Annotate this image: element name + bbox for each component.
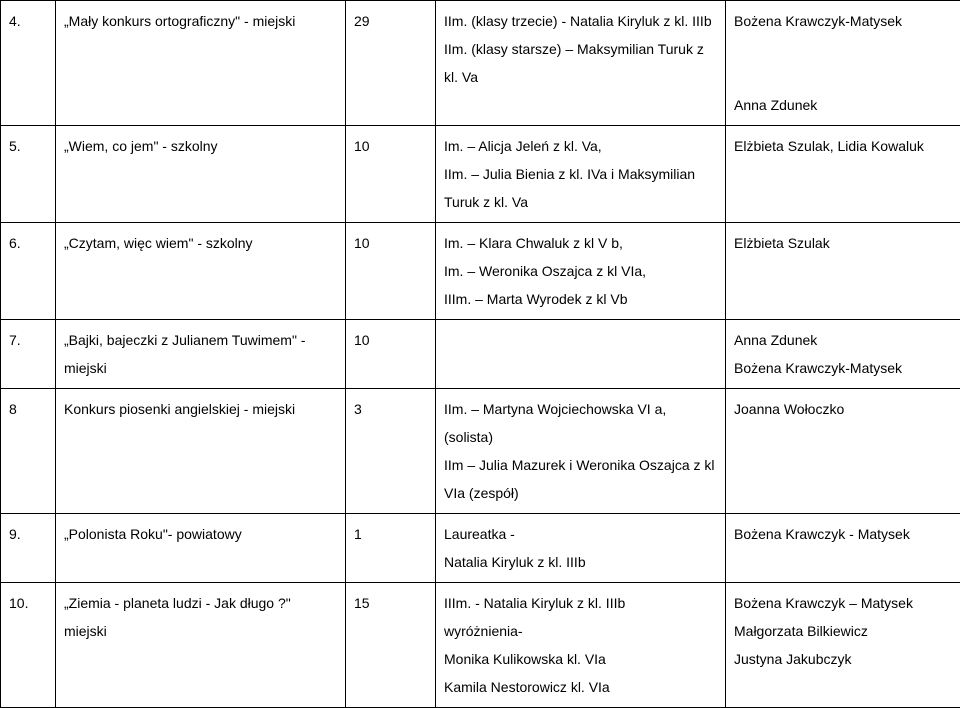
cell-count: 3 — [346, 389, 436, 514]
cell-name: „Ziemia - planeta ludzi - Jak długo ?"mi… — [56, 583, 346, 708]
cell-name: „Polonista Roku"- powiatowy — [56, 514, 346, 583]
cell-count: 10 — [346, 320, 436, 389]
cell-person: Elżbieta Szulak, Lidia Kowaluk — [726, 126, 960, 223]
cell-name: „Czytam, więc wiem" - szkolny — [56, 223, 346, 320]
cell-details: IIm. (klasy trzecie) - Natalia Kiryluk z… — [436, 1, 726, 126]
cell-number: 4. — [1, 1, 56, 126]
cell-details: Laureatka -Natalia Kiryluk z kl. IIIb — [436, 514, 726, 583]
cell-details: IIIm. - Natalia Kiryluk z kl. IIIbwyróżn… — [436, 583, 726, 708]
cell-details: Im. – Klara Chwaluk z kl V b,Im. – Weron… — [436, 223, 726, 320]
cell-details: Im. – Alicja Jeleń z kl. Va,IIm. – Julia… — [436, 126, 726, 223]
table-row: 8Konkurs piosenki angielskiej - miejski3… — [1, 389, 960, 514]
cell-number: 6. — [1, 223, 56, 320]
cell-person: Anna ZdunekBożena Krawczyk-Matysek — [726, 320, 960, 389]
cell-name: „Wiem, co jem" - szkolny — [56, 126, 346, 223]
cell-number: 5. — [1, 126, 56, 223]
cell-name: „Mały konkurs ortograficzny" - miejski — [56, 1, 346, 126]
cell-person: Joanna Wołoczko — [726, 389, 960, 514]
cell-person: Bożena Krawczyk-MatysekAnna Zdunek — [726, 1, 960, 126]
cell-details — [436, 320, 726, 389]
cell-count: 1 — [346, 514, 436, 583]
cell-name: Konkurs piosenki angielskiej - miejski — [56, 389, 346, 514]
cell-count: 15 — [346, 583, 436, 708]
table-row: 9.„Polonista Roku"- powiatowy1Laureatka … — [1, 514, 960, 583]
table-row: 5.„Wiem, co jem" - szkolny10Im. – Alicja… — [1, 126, 960, 223]
cell-name: „Bajki, bajeczki z Julianem Tuwimem" - m… — [56, 320, 346, 389]
table-row: 10.„Ziemia - planeta ludzi - Jak długo ?… — [1, 583, 960, 708]
cell-details: IIm. – Martyna Wojciechowska VI a, (soli… — [436, 389, 726, 514]
cell-count: 29 — [346, 1, 436, 126]
cell-number: 7. — [1, 320, 56, 389]
table-row: 7.„Bajki, bajeczki z Julianem Tuwimem" -… — [1, 320, 960, 389]
cell-person: Bożena Krawczyk - Matysek — [726, 514, 960, 583]
cell-count: 10 — [346, 223, 436, 320]
document-table: 4.„Mały konkurs ortograficzny" - miejski… — [0, 0, 960, 708]
cell-number: 9. — [1, 514, 56, 583]
cell-number: 8 — [1, 389, 56, 514]
cell-count: 10 — [346, 126, 436, 223]
cell-number: 10. — [1, 583, 56, 708]
table-row: 6.„Czytam, więc wiem" - szkolny10Im. – K… — [1, 223, 960, 320]
cell-person: Elżbieta Szulak — [726, 223, 960, 320]
cell-person: Bożena Krawczyk – MatysekMałgorzata Bilk… — [726, 583, 960, 708]
table-row: 4.„Mały konkurs ortograficzny" - miejski… — [1, 1, 960, 126]
